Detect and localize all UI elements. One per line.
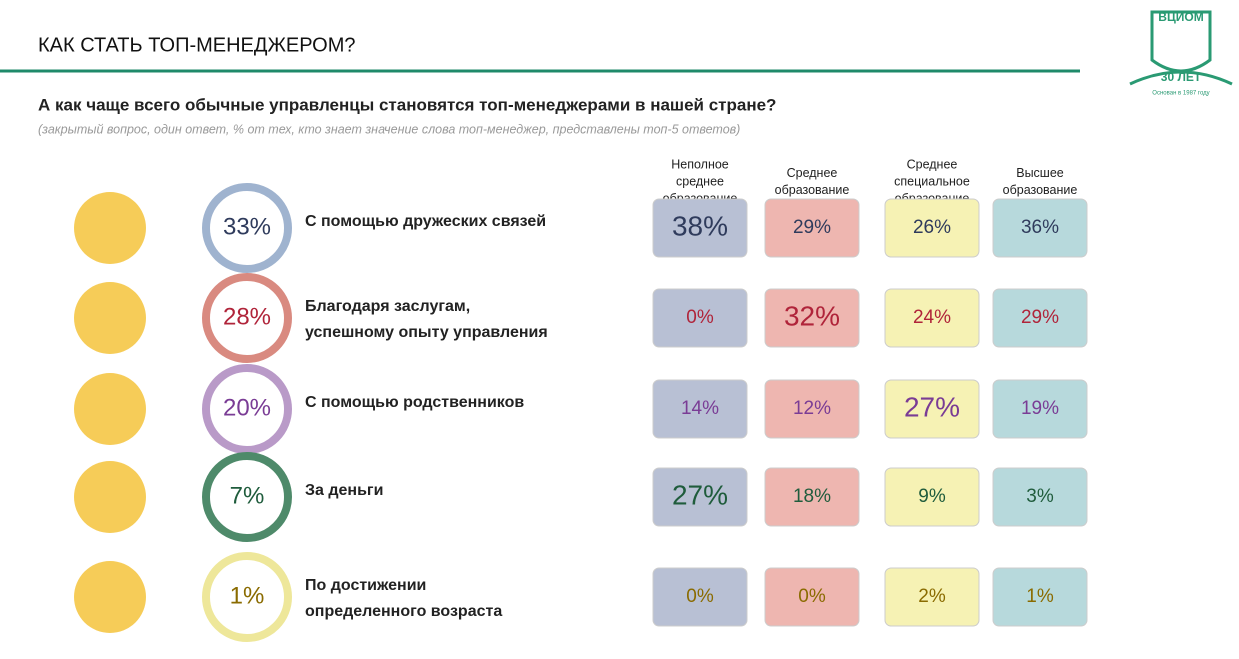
cell-value: 9% xyxy=(918,486,946,507)
column-header: специальное xyxy=(894,174,970,188)
cell xyxy=(884,379,980,439)
cell xyxy=(764,567,860,627)
cell-value: 2% xyxy=(918,586,946,607)
column-header: среднее xyxy=(676,174,724,188)
cell xyxy=(652,467,748,527)
cell-value: 27% xyxy=(672,479,728,510)
logo: ВЦИОМ 30 ЛЕТ Основан в 1987 году xyxy=(1129,10,1233,97)
cell xyxy=(764,379,860,439)
column-header: Неполное xyxy=(671,157,729,171)
note: (закрытый вопрос, один ответ, % от тех, … xyxy=(38,122,740,136)
cell-value: 26% xyxy=(913,217,951,238)
cell xyxy=(764,198,860,258)
logo-name: ВЦИОМ xyxy=(1158,10,1203,24)
cell-value: 1% xyxy=(1026,586,1054,607)
cell xyxy=(884,198,980,258)
cell xyxy=(764,288,860,348)
ring xyxy=(202,364,292,454)
cell-value: 3% xyxy=(1026,486,1054,507)
cell-value: 32% xyxy=(784,300,840,331)
column-header: Среднее xyxy=(907,157,958,171)
row-label: определенного возраста xyxy=(305,603,502,620)
cell-value: 27% xyxy=(904,391,960,422)
title: КАК СТАТЬ ТОП-МЕНЕДЖЕРОМ? xyxy=(38,34,356,56)
cell xyxy=(884,288,980,348)
cell xyxy=(652,567,748,627)
logo-years: 30 ЛЕТ xyxy=(1161,70,1202,84)
icon xyxy=(74,461,146,533)
icon xyxy=(74,192,146,264)
cell-value: 29% xyxy=(1021,307,1059,328)
question: А как чаще всего обычные управленцы стан… xyxy=(38,95,776,114)
ring xyxy=(202,273,292,363)
cell-value: 29% xyxy=(793,217,831,238)
icon xyxy=(74,373,146,445)
cell xyxy=(992,567,1088,627)
total: 7% xyxy=(230,482,265,509)
cell xyxy=(992,379,1088,439)
column-header: образование xyxy=(775,183,850,197)
row-label: Благодаря заслугам, xyxy=(305,298,470,315)
cell xyxy=(764,467,860,527)
total: 20% xyxy=(223,394,271,421)
row-label: С помощью родственников xyxy=(305,394,524,411)
ring xyxy=(202,452,292,542)
row-label: успешному опыту управления xyxy=(305,324,548,341)
ring xyxy=(202,183,292,273)
cell-value: 14% xyxy=(681,398,719,419)
cell-value: 19% xyxy=(1021,398,1059,419)
cell xyxy=(652,198,748,258)
cell-value: 0% xyxy=(686,586,714,607)
cell xyxy=(652,288,748,348)
total: 33% xyxy=(223,213,271,240)
row-label: За деньги xyxy=(305,482,383,499)
icon xyxy=(74,561,146,633)
row-label: С помощью дружеских связей xyxy=(305,213,546,230)
cell xyxy=(884,567,980,627)
cell-value: 0% xyxy=(798,586,826,607)
ring xyxy=(202,552,292,642)
cell xyxy=(992,288,1088,348)
row-label: По достижении xyxy=(305,577,426,594)
column-header: Среднее xyxy=(787,166,838,180)
icon xyxy=(74,282,146,354)
logo-founded: Основан в 1987 году xyxy=(1152,91,1209,97)
cell-value: 12% xyxy=(793,398,831,419)
cell xyxy=(992,467,1088,527)
cell-value: 36% xyxy=(1021,217,1059,238)
cell xyxy=(884,467,980,527)
cell-value: 38% xyxy=(672,210,728,241)
total: 28% xyxy=(223,303,271,330)
cell-value: 0% xyxy=(686,307,714,328)
cell xyxy=(652,379,748,439)
cell-value: 18% xyxy=(793,486,831,507)
cell-value: 24% xyxy=(913,307,951,328)
total: 1% xyxy=(230,582,265,609)
column-header: образование xyxy=(1003,183,1078,197)
column-header: Высшее xyxy=(1016,166,1064,180)
cell xyxy=(992,198,1088,258)
